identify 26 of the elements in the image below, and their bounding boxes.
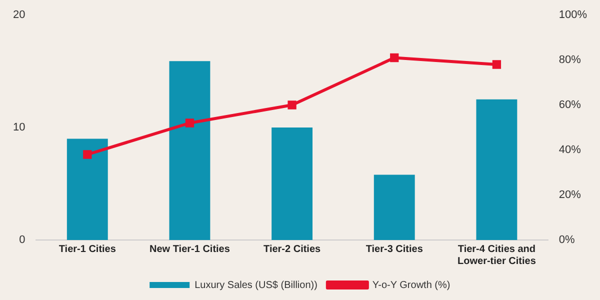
x-tick-label: Tier-1 Cities <box>58 244 116 255</box>
point <box>185 118 194 128</box>
legend-label: Y-o-Y Growth (%) <box>372 280 450 291</box>
y-tick-label: 10 <box>12 122 26 134</box>
point <box>83 150 92 159</box>
y2-tick-label: 80% <box>558 54 582 66</box>
x-tick-label: New Tier-1 Cities <box>150 244 230 255</box>
bar <box>476 99 518 240</box>
bar <box>169 61 210 240</box>
x-tick-label: Tier-2 Cities <box>264 244 322 255</box>
y-tick-label: 20 <box>12 9 26 22</box>
point <box>492 60 502 69</box>
y2-tick-label: 20% <box>558 189 582 202</box>
legend-label: Luxury Sales (US$ (Billion)) <box>194 280 318 291</box>
bar <box>66 138 108 240</box>
point <box>288 100 296 110</box>
x-tick-label: Tier-3 Cities <box>366 244 424 255</box>
y2-tick-label: 100% <box>558 9 588 22</box>
bar <box>374 174 415 240</box>
y2-tick-label: 60% <box>558 99 582 112</box>
y2-tick-label: 0% <box>558 234 575 246</box>
point <box>390 53 399 62</box>
bar <box>272 128 313 240</box>
x-tick-label: Tier-4 Cities and Lower-tier Cities <box>458 244 536 267</box>
y2-tick-label: 40% <box>558 144 582 156</box>
y-tick-label: 0 <box>19 234 26 246</box>
